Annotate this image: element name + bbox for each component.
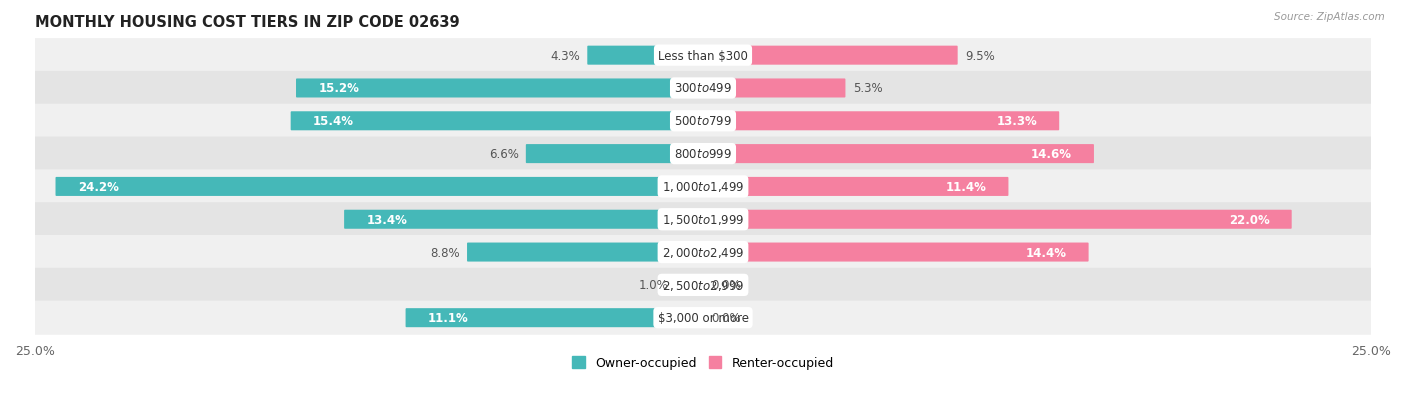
FancyBboxPatch shape (34, 104, 1372, 138)
FancyBboxPatch shape (55, 178, 704, 197)
Text: 15.2%: 15.2% (318, 82, 359, 95)
FancyBboxPatch shape (526, 145, 704, 164)
Text: 13.3%: 13.3% (997, 115, 1038, 128)
FancyBboxPatch shape (297, 79, 704, 98)
FancyBboxPatch shape (34, 137, 1372, 171)
Legend: Owner-occupied, Renter-occupied: Owner-occupied, Renter-occupied (568, 351, 838, 374)
FancyBboxPatch shape (344, 210, 704, 229)
Text: 14.4%: 14.4% (1025, 246, 1066, 259)
FancyBboxPatch shape (34, 203, 1372, 237)
Text: $1,000 to $1,499: $1,000 to $1,499 (662, 180, 744, 194)
FancyBboxPatch shape (467, 243, 704, 262)
Text: 0.0%: 0.0% (711, 279, 741, 292)
FancyBboxPatch shape (34, 301, 1372, 335)
FancyBboxPatch shape (702, 112, 1059, 131)
FancyBboxPatch shape (702, 79, 845, 98)
FancyBboxPatch shape (702, 145, 1094, 164)
FancyBboxPatch shape (34, 268, 1372, 302)
Text: 8.8%: 8.8% (430, 246, 460, 259)
Text: 11.1%: 11.1% (427, 311, 468, 324)
Text: $1,500 to $1,999: $1,500 to $1,999 (662, 213, 744, 227)
FancyBboxPatch shape (34, 235, 1372, 269)
Text: 24.2%: 24.2% (77, 180, 118, 193)
FancyBboxPatch shape (34, 72, 1372, 106)
Text: 15.4%: 15.4% (314, 115, 354, 128)
Text: 0.0%: 0.0% (711, 311, 741, 324)
Text: $500 to $799: $500 to $799 (673, 115, 733, 128)
Text: 11.4%: 11.4% (945, 180, 986, 193)
Text: 6.6%: 6.6% (489, 148, 519, 161)
Text: $800 to $999: $800 to $999 (673, 148, 733, 161)
Text: 22.0%: 22.0% (1229, 213, 1270, 226)
FancyBboxPatch shape (34, 39, 1372, 73)
FancyBboxPatch shape (702, 178, 1008, 197)
Text: 4.3%: 4.3% (550, 50, 581, 62)
Text: 1.0%: 1.0% (638, 279, 668, 292)
Text: Less than $300: Less than $300 (658, 50, 748, 62)
Text: $3,000 or more: $3,000 or more (658, 311, 748, 324)
FancyBboxPatch shape (588, 47, 704, 66)
FancyBboxPatch shape (702, 243, 1088, 262)
Text: 9.5%: 9.5% (965, 50, 994, 62)
Text: $2,000 to $2,499: $2,000 to $2,499 (662, 245, 744, 259)
Text: 14.6%: 14.6% (1031, 148, 1071, 161)
FancyBboxPatch shape (675, 276, 704, 294)
Text: $300 to $499: $300 to $499 (673, 82, 733, 95)
FancyBboxPatch shape (405, 309, 704, 328)
Text: MONTHLY HOUSING COST TIERS IN ZIP CODE 02639: MONTHLY HOUSING COST TIERS IN ZIP CODE 0… (35, 15, 460, 30)
FancyBboxPatch shape (702, 210, 1292, 229)
Text: 13.4%: 13.4% (367, 213, 408, 226)
FancyBboxPatch shape (702, 47, 957, 66)
Text: 5.3%: 5.3% (852, 82, 883, 95)
Text: Source: ZipAtlas.com: Source: ZipAtlas.com (1274, 12, 1385, 22)
Text: $2,500 to $2,999: $2,500 to $2,999 (662, 278, 744, 292)
FancyBboxPatch shape (34, 170, 1372, 204)
FancyBboxPatch shape (291, 112, 704, 131)
